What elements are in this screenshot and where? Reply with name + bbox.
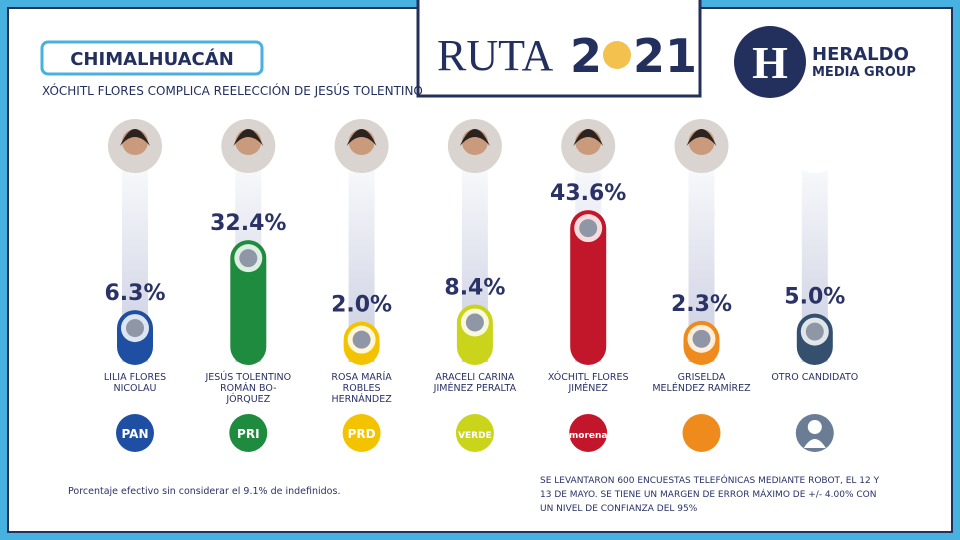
bar-knob [579,219,598,238]
logo-x [603,41,631,69]
candidate-name: OTRO CANDIDATO [771,372,859,383]
party-name: PAN [121,427,148,441]
bar [230,240,267,365]
title-box [40,40,264,76]
bar-knob [692,329,711,348]
value-label: 5.0% [784,285,845,310]
photo-hair [686,129,717,146]
logo-word: RUTA [437,31,553,80]
party-logo [682,414,721,452]
avatar-head [807,420,822,434]
value-label: 43.6% [550,181,626,206]
bar-knob [805,322,824,341]
avatar-body [803,439,826,448]
brand-group: MEDIA GROUP [812,65,916,80]
candidate-name: ARACELI CARINA JIMÉNEZ PERALTA [433,372,517,394]
value-label: 2.0% [331,293,392,318]
methodology: SE LEVANTARON 600 ENCUESTAS TELEFÓNICAS … [540,476,880,514]
bar-knob [239,249,258,268]
party-name: PRI [237,427,260,441]
logo-year: 2 [570,29,602,83]
bar [570,210,607,365]
party-name: PRD [348,427,376,441]
photo-hair [346,129,377,146]
value-label: 32.4% [210,211,286,236]
bar-knob [465,313,484,332]
logo-year: 21 [633,29,697,83]
brand-initial: H [752,37,788,88]
candidate-name: GRISELDA MELÉNDEZ RAMÍREZ [652,372,751,394]
bar-knob [352,330,371,349]
value-label: 8.4% [444,275,505,300]
party-logo [229,414,268,452]
candidate-name: XÓCHITL FLORES JIMÉNEZ [547,372,629,394]
bar-knob [126,319,144,338]
party-name: morena [569,431,608,441]
brand-circle [734,26,806,98]
party-logo [455,414,494,452]
value-label: 2.3% [671,292,732,317]
chart-title: CHIMALHUACÁN [70,48,234,70]
party-logo [342,414,381,452]
photo-hair [233,129,264,146]
chart-subtitle: XÓCHITL FLORES COMPLICA REELECCIÓN DE JE… [42,83,423,98]
footnote: Porcentaje efectivo sin considerar el 9.… [68,486,341,497]
logo-box [416,0,702,98]
party-logo [569,414,608,452]
photo [787,119,842,173]
party-name: VERDE [458,431,492,441]
value-label: 6.3% [104,281,165,306]
candidate-name: ROSA MARÍA ROBLES HERNÁNDEZ [331,372,392,405]
party-logo [116,414,154,452]
photo-hair [120,129,150,146]
photo-hair [573,129,604,146]
brand-name: HERALDO [812,44,909,65]
candidate-name: LILIA FLORES NICOLAU [103,372,167,394]
photo-hair [459,129,490,146]
candidate-name: JESÚS TOLENTINO ROMÁN BO-JÓRQUEZ [205,372,292,405]
